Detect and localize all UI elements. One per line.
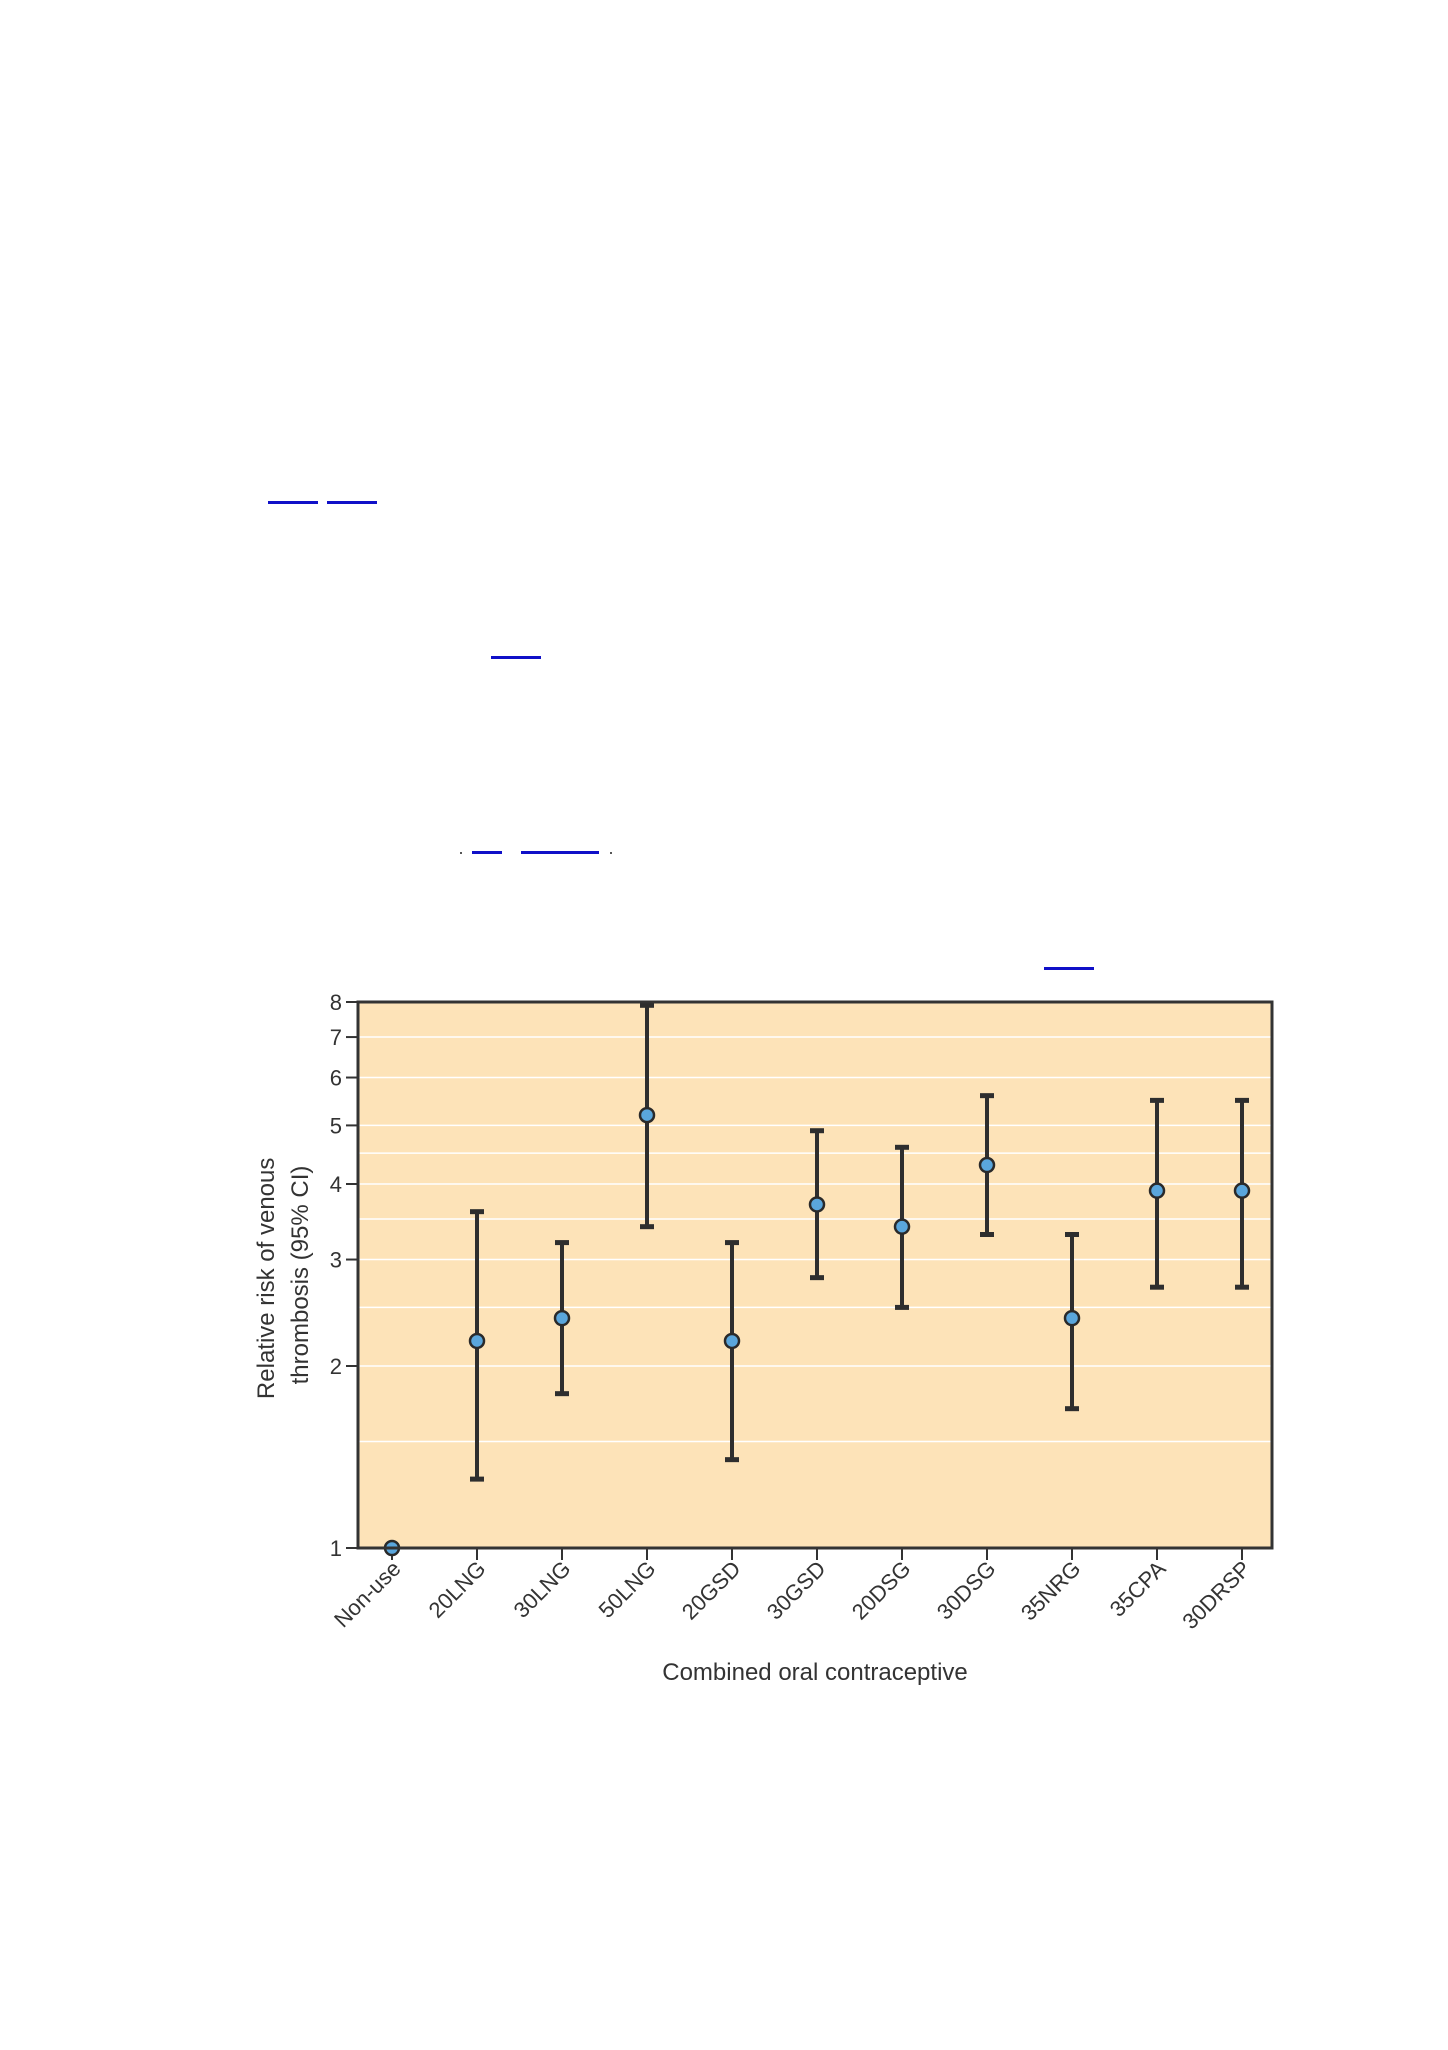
link-underline[interactable] — [1044, 967, 1094, 970]
link-underline[interactable] — [327, 501, 377, 504]
y-axis: 1 2 3 4 5 6 7 8 — [330, 990, 358, 1561]
x-tick-label: 50LNG — [594, 1556, 661, 1623]
y-axis-title-line-2: thrombosis (95% CI) — [287, 1166, 314, 1385]
x-tick-label: 30LNG — [509, 1556, 576, 1623]
y-tick-label: 3 — [330, 1248, 342, 1273]
x-tick-label: 35CPA — [1105, 1556, 1171, 1622]
data-point — [468, 1332, 486, 1350]
data-points — [383, 1106, 1251, 1557]
data-point — [978, 1156, 996, 1174]
y-tick-label: 7 — [330, 1025, 342, 1050]
x-axis-title: Combined oral contraceptive — [662, 1659, 968, 1686]
data-point — [723, 1332, 741, 1350]
data-point — [893, 1218, 911, 1235]
y-tick-label: 6 — [330, 1066, 342, 1091]
y-tick-label: 5 — [330, 1113, 342, 1138]
data-point — [553, 1309, 571, 1327]
x-tick-label: 30DSG — [932, 1556, 1001, 1625]
x-tick-label: 20GSD — [677, 1556, 746, 1625]
gridlines — [358, 1036, 1272, 1443]
y-tick-label: 2 — [330, 1354, 342, 1379]
y-tick-label: 4 — [330, 1172, 342, 1197]
link-underline[interactable] — [268, 501, 318, 504]
link-underline[interactable] — [472, 851, 502, 854]
separator-dot — [460, 852, 462, 854]
x-tick-label: 20LNG — [424, 1556, 491, 1623]
x-tick-label: 20DSG — [847, 1556, 916, 1625]
y-tick-label: 8 — [330, 990, 342, 1015]
x-tick-label: 35NRG — [1016, 1556, 1086, 1626]
y-axis-title-line-1: Relative risk of venous — [253, 1158, 280, 1399]
data-point — [1148, 1182, 1166, 1199]
separator-dot — [610, 852, 612, 854]
data-point — [1063, 1309, 1081, 1327]
y-axis-title: Relative risk of venous thrombosis (95% … — [253, 1151, 314, 1399]
x-tick-label: 30DRSP — [1177, 1556, 1255, 1634]
x-axis: Non-use 20LNG 30LNG 50LNG 20GSD 30GSD 20DSG 30D… — [329, 1548, 1256, 1634]
data-point — [808, 1196, 826, 1213]
link-underline[interactable] — [521, 851, 599, 854]
plot-frame — [356, 1000, 1274, 1550]
x-tick-label: 30GSD — [762, 1556, 831, 1625]
x-tick-label: Non-use — [329, 1556, 405, 1632]
y-tick-label: 1 — [330, 1536, 342, 1561]
data-point — [638, 1106, 656, 1124]
data-point — [1233, 1182, 1251, 1199]
link-underline[interactable] — [491, 656, 541, 659]
